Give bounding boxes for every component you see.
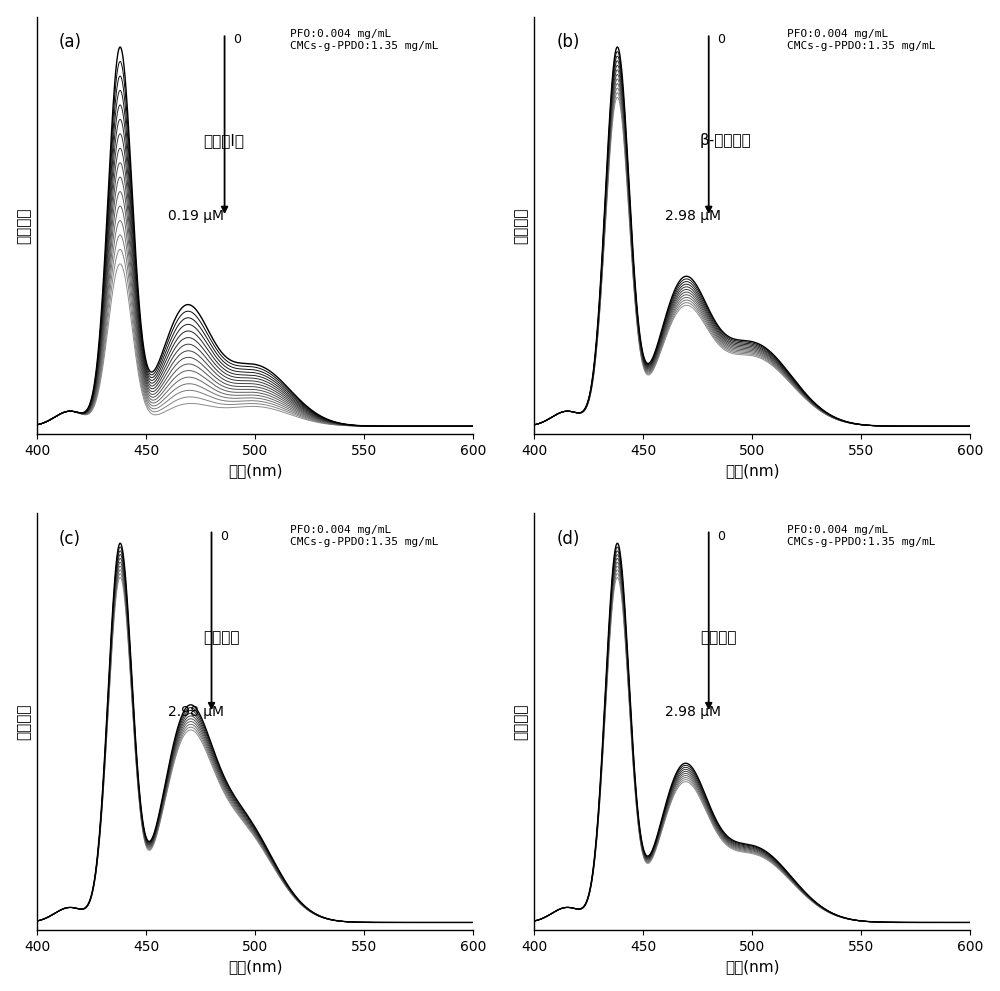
Y-axis label: 荧光强度: 荧光强度 <box>514 704 529 739</box>
X-axis label: 波长(nm): 波长(nm) <box>228 463 282 478</box>
Text: PFO:0.004 mg/mL
CMCs-g-PPDO:1.35 mg/mL: PFO:0.004 mg/mL CMCs-g-PPDO:1.35 mg/mL <box>290 525 438 547</box>
Text: 红曲红素: 红曲红素 <box>203 629 239 645</box>
X-axis label: 波长(nm): 波长(nm) <box>725 463 780 478</box>
Text: 苏丹红I号: 苏丹红I号 <box>203 134 244 149</box>
Text: 0: 0 <box>220 529 228 542</box>
Y-axis label: 荧光强度: 荧光强度 <box>17 207 32 244</box>
Text: 0: 0 <box>717 34 725 47</box>
Text: 2.98 μM: 2.98 μM <box>665 705 721 718</box>
Text: 2.98 μM: 2.98 μM <box>665 208 721 223</box>
Text: (c): (c) <box>59 529 81 548</box>
Text: PFO:0.004 mg/mL
CMCs-g-PPDO:1.35 mg/mL: PFO:0.004 mg/mL CMCs-g-PPDO:1.35 mg/mL <box>787 525 936 547</box>
Text: PFO:0.004 mg/mL
CMCs-g-PPDO:1.35 mg/mL: PFO:0.004 mg/mL CMCs-g-PPDO:1.35 mg/mL <box>787 29 936 51</box>
Text: 番茄红素: 番茄红素 <box>700 629 737 645</box>
Text: β-胡萝卜素: β-胡萝卜素 <box>700 134 752 149</box>
Text: 0: 0 <box>233 34 241 47</box>
Text: 2.98 μM: 2.98 μM <box>168 705 224 718</box>
Text: (d): (d) <box>556 529 580 548</box>
X-axis label: 波长(nm): 波长(nm) <box>228 959 282 974</box>
X-axis label: 波长(nm): 波长(nm) <box>725 959 780 974</box>
Y-axis label: 荧光强度: 荧光强度 <box>17 704 32 739</box>
Text: 0: 0 <box>717 529 725 542</box>
Text: (a): (a) <box>59 34 82 52</box>
Text: PFO:0.004 mg/mL
CMCs-g-PPDO:1.35 mg/mL: PFO:0.004 mg/mL CMCs-g-PPDO:1.35 mg/mL <box>290 29 438 51</box>
Y-axis label: 荧光强度: 荧光强度 <box>514 207 529 244</box>
Text: 0.19 μM: 0.19 μM <box>168 208 224 223</box>
Text: (b): (b) <box>556 34 580 52</box>
